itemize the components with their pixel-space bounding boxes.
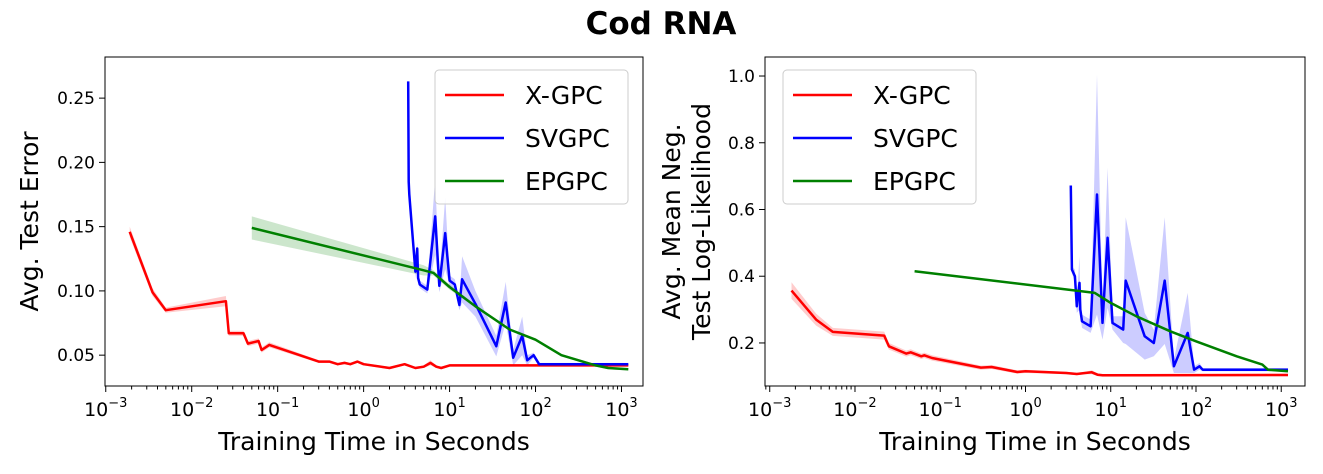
x-tick-label: 102 (519, 396, 551, 421)
legend-box (434, 69, 629, 205)
x-tick-label: 101 (1095, 396, 1127, 421)
x-tick-label: 10−3 (748, 396, 791, 421)
legend-label-x-gpc: X-GPC (873, 81, 951, 110)
series-line-epgpc (251, 226, 629, 371)
plot-frame (104, 56, 644, 387)
legend: X-GPC SVGPC EPGPC (434, 69, 629, 205)
x-tick-label: 100 (1009, 396, 1041, 421)
legend-label-x-gpc: X-GPC (525, 81, 603, 110)
x-tick-label: 101 (433, 396, 465, 421)
x-tick-label: 10−1 (919, 396, 962, 421)
series-band-epgpc (251, 216, 629, 371)
legend-label-svgpc: SVGPC (873, 124, 958, 153)
x-tick-label: 103 (1265, 396, 1297, 421)
y-tick-label: 0.8 (728, 134, 755, 154)
plot-frame (764, 56, 1306, 387)
y-tick-label: 0.2 (728, 334, 755, 354)
y-tick-label: 0.10 (57, 282, 95, 302)
figure-title: Cod RNA (586, 6, 737, 42)
x-axis-label: Training Time in Seconds (217, 427, 530, 456)
y-tick-label: 0.25 (57, 89, 95, 109)
series-line-epgpc (914, 269, 1289, 373)
x-tick-label: 100 (347, 396, 379, 421)
y-axis-label: Avg. Test Error (15, 131, 44, 312)
x-tick-label: 102 (1180, 396, 1212, 421)
series-band-svgpc (1070, 74, 1288, 374)
series-line-x-gpc (128, 231, 629, 370)
x-tick-label: 103 (605, 396, 637, 421)
legend: X-GPC SVGPC EPGPC (782, 69, 977, 205)
x-tick-label: 10−2 (833, 396, 876, 421)
chart-neg-log-likelihood: 10−3 10−2 10−1 100 101 102 103 0.2 0.4 0.6 0.8 1.0 T… (657, 56, 1306, 456)
x-tick-label: 10−3 (84, 396, 127, 421)
y-tick-label: 0.15 (57, 218, 95, 238)
chart-test-error: 10−3 10−2 10−1 100 101 102 103 0.05 0.10 0.15 0.20… (15, 56, 644, 456)
legend-label-epgpc: EPGPC (873, 167, 956, 196)
y-tick-label: 0.05 (57, 346, 95, 366)
series-line-x-gpc (790, 289, 1289, 377)
legend-label-svgpc: SVGPC (525, 124, 610, 153)
series-line-svgpc (406, 81, 629, 366)
y-axis-label: Avg. Mean Neg. (657, 123, 686, 319)
y-tick-label: 1.0 (728, 67, 755, 87)
x-axis-label: Training Time in Seconds (878, 427, 1191, 456)
series-band-x-gpc (129, 226, 629, 370)
x-tick-label: 10−2 (170, 396, 213, 421)
y-tick-label: 0.20 (57, 153, 95, 173)
x-tick-label: 10−1 (256, 396, 299, 421)
series-band-svgpc (408, 81, 629, 366)
y-tick-label: 0.4 (728, 267, 755, 287)
legend-label-epgpc: EPGPC (525, 167, 608, 196)
legend-box (782, 69, 977, 205)
y-tick-label: 0.6 (728, 200, 755, 220)
series-band-x-gpc (791, 282, 1288, 377)
y-axis-label: Test Log-Likelihood (687, 103, 716, 341)
